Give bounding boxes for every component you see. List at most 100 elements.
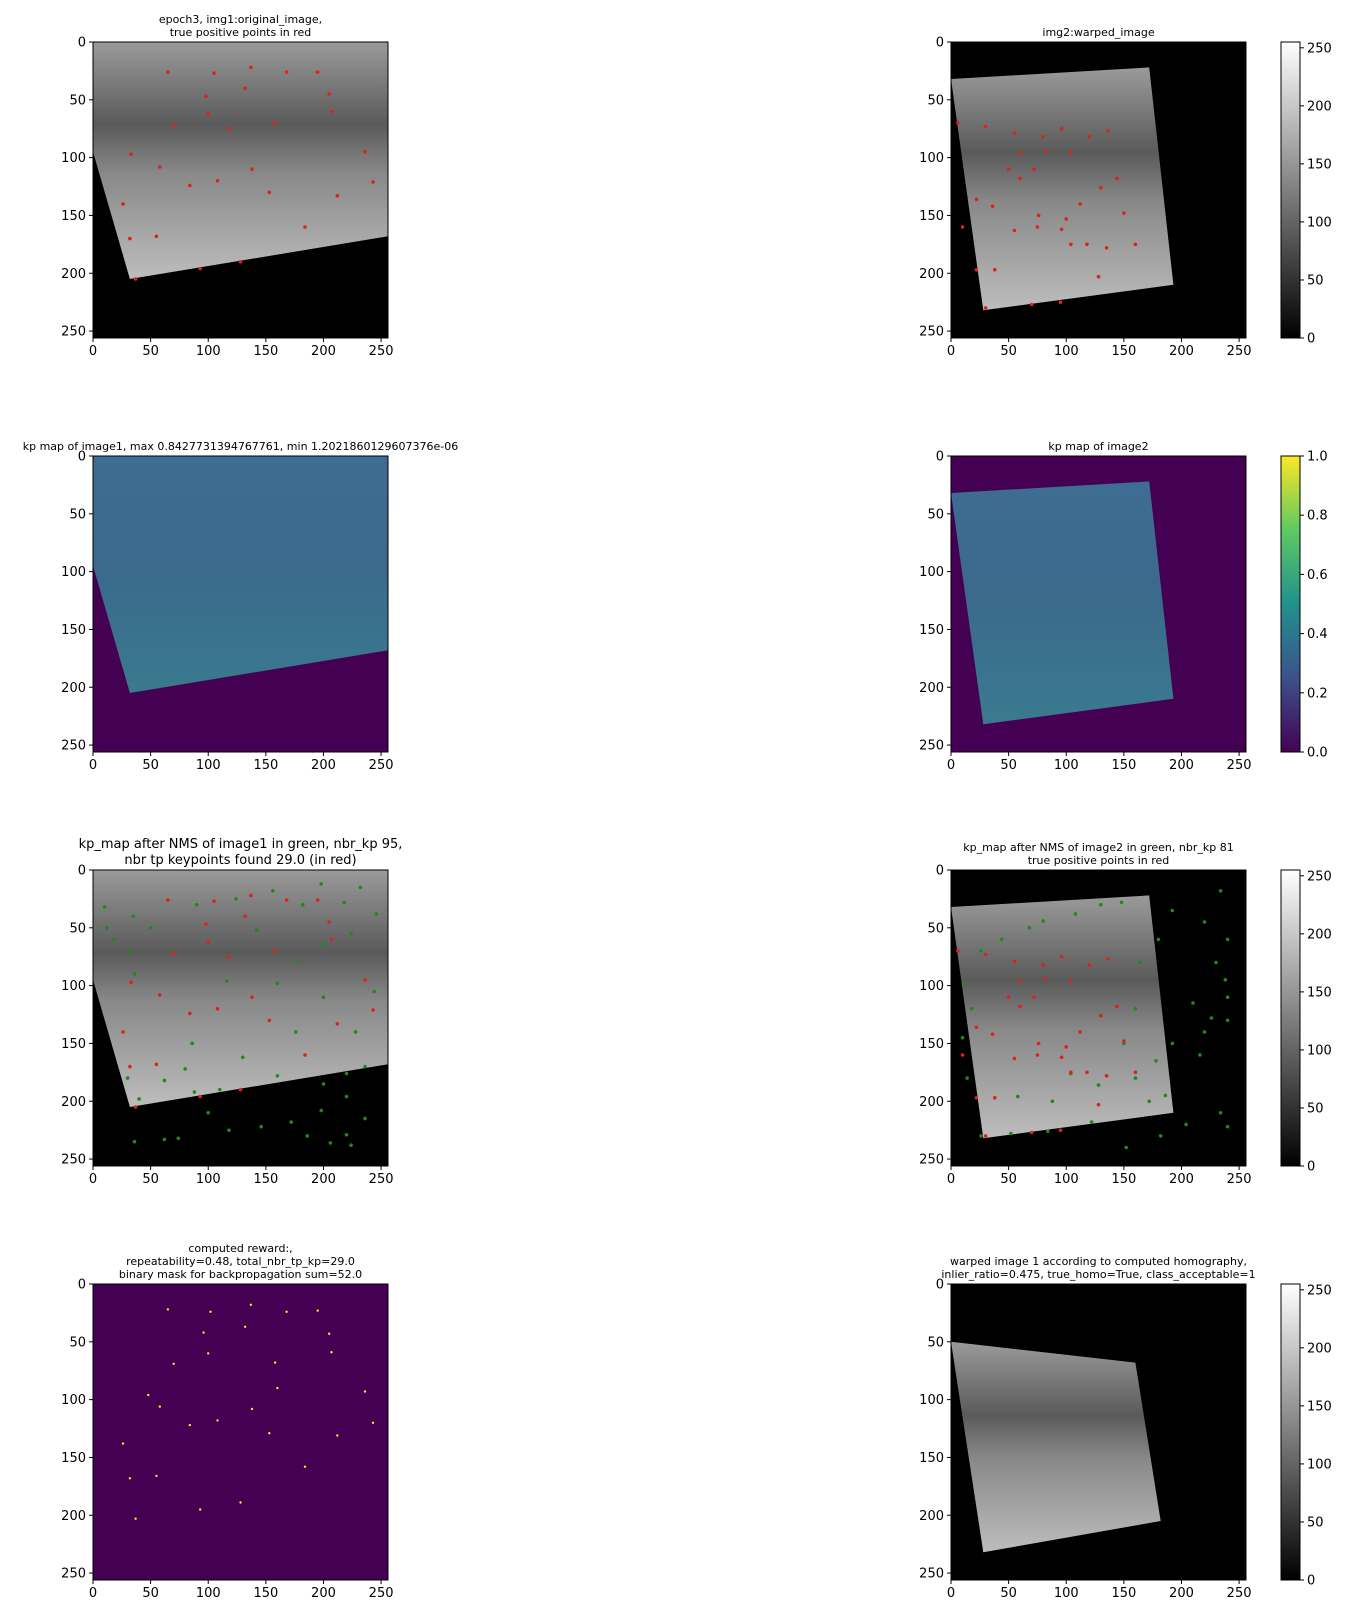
- keypoint-marker: [330, 1351, 333, 1354]
- colorbar-tick-label: 250: [1307, 869, 1332, 884]
- keypoint-marker: [303, 225, 307, 229]
- y-tick-label: 100: [61, 1393, 86, 1408]
- keypoint-marker: [183, 1067, 187, 1071]
- keypoint-marker: [1085, 1070, 1089, 1075]
- keypoint-marker: [335, 1022, 340, 1026]
- keypoint-marker: [111, 937, 116, 942]
- keypoint-marker: [983, 306, 988, 310]
- keypoint-marker: [171, 123, 176, 128]
- keypoint-marker: [284, 70, 289, 74]
- colorbar-tick-label: 0.0: [1307, 746, 1328, 761]
- x-tick-label: 0: [89, 1586, 97, 1601]
- keypoint-marker: [172, 1362, 175, 1366]
- x-tick-label: 100: [1054, 344, 1079, 359]
- y-tick-label: 100: [919, 151, 944, 166]
- x-tick-label: 150: [253, 758, 278, 773]
- keypoint-marker: [1087, 135, 1092, 139]
- x-tick-label: 250: [1227, 1586, 1252, 1601]
- keypoint-marker: [960, 1053, 965, 1057]
- colorbar-tick-label: 200: [1307, 927, 1332, 942]
- keypoint-marker: [134, 1517, 137, 1520]
- keypoint-marker: [321, 1082, 326, 1086]
- y-tick-label: 200: [919, 681, 944, 696]
- keypoint-marker: [1104, 1074, 1109, 1078]
- keypoint-marker: [336, 1434, 339, 1437]
- y-tick-label: 0: [78, 1278, 86, 1293]
- keypoint-marker: [1163, 1093, 1168, 1098]
- keypoint-marker: [979, 1134, 983, 1138]
- keypoint-marker: [206, 1111, 210, 1115]
- keypoint-marker: [166, 898, 170, 902]
- x-tick-label: 250: [369, 758, 394, 773]
- x-tick-label: 50: [1000, 758, 1017, 773]
- chart-title: computed reward:,: [188, 1242, 292, 1255]
- keypoint-marker: [1041, 963, 1045, 967]
- colorbar: [1280, 1283, 1301, 1581]
- keypoint-marker: [371, 180, 375, 184]
- keypoint-marker: [974, 1025, 979, 1030]
- keypoint-marker: [303, 1053, 307, 1057]
- chart-title: true positive points in red: [170, 26, 312, 39]
- keypoint-marker: [105, 926, 109, 930]
- keypoint-marker: [1124, 1145, 1128, 1150]
- keypoint-marker: [1138, 960, 1142, 965]
- keypoint-marker: [1032, 995, 1036, 999]
- keypoint-marker: [974, 197, 979, 202]
- keypoint-marker: [254, 928, 259, 932]
- keypoint-marker: [243, 1325, 247, 1329]
- y-tick-label: 0: [78, 450, 86, 465]
- y-tick-label: 250: [919, 325, 944, 340]
- chart-title: warped image 1 according to computed hom…: [950, 1255, 1247, 1268]
- keypoint-marker: [1202, 920, 1207, 924]
- image-content: [93, 456, 388, 693]
- keypoint-marker: [363, 1064, 367, 1069]
- keypoint-marker: [328, 1141, 333, 1145]
- y-tick-label: 250: [919, 739, 944, 754]
- keypoint-marker: [121, 1442, 125, 1445]
- keypoint-marker: [983, 1134, 988, 1138]
- keypoint-marker: [202, 1331, 205, 1334]
- keypoint-marker: [249, 65, 253, 70]
- keypoint-marker: [1170, 908, 1175, 913]
- keypoint-marker: [303, 1465, 307, 1468]
- keypoint-marker: [212, 899, 216, 903]
- keypoint-marker: [155, 1474, 158, 1478]
- keypoint-marker: [206, 111, 210, 116]
- colorbar-tick-label: 0: [1307, 1574, 1315, 1589]
- keypoint-marker: [371, 1008, 375, 1012]
- x-tick-label: 150: [253, 1172, 278, 1187]
- keypoint-marker: [344, 1133, 349, 1137]
- keypoint-marker: [209, 1310, 212, 1314]
- colorbar-tick-label: 150: [1307, 157, 1332, 172]
- colorbar-tick-label: 100: [1307, 215, 1332, 230]
- keypoint-marker: [188, 183, 192, 188]
- x-tick-label: 100: [1054, 1172, 1079, 1187]
- keypoint-marker: [315, 898, 320, 902]
- keypoint-marker: [294, 1030, 298, 1034]
- keypoint-marker: [171, 951, 176, 956]
- chart-title: kp_map after NMS of image2 in green, nbr…: [963, 841, 1233, 854]
- keypoint-marker: [1018, 151, 1022, 155]
- y-tick-label: 0: [936, 36, 944, 51]
- x-tick-label: 100: [196, 1586, 221, 1601]
- x-tick-label: 200: [311, 344, 336, 359]
- keypoint-marker: [335, 194, 340, 198]
- keypoint-marker: [276, 1386, 279, 1390]
- x-tick-label: 100: [196, 344, 221, 359]
- keypoint-marker: [207, 1352, 210, 1355]
- keypoint-marker: [162, 1078, 167, 1083]
- y-tick-label: 150: [919, 623, 944, 638]
- keypoint-marker: [983, 124, 988, 129]
- chart-title: kp map of image2: [1048, 440, 1148, 453]
- keypoint-marker: [132, 1139, 137, 1144]
- keypoint-marker: [344, 1094, 349, 1099]
- y-tick-label: 100: [919, 1393, 944, 1408]
- x-tick-label: 250: [1227, 1172, 1252, 1187]
- keypoint-marker: [154, 1062, 159, 1067]
- image-background: [93, 1284, 388, 1580]
- keypoint-marker: [131, 914, 136, 919]
- keypoint-marker: [319, 882, 324, 886]
